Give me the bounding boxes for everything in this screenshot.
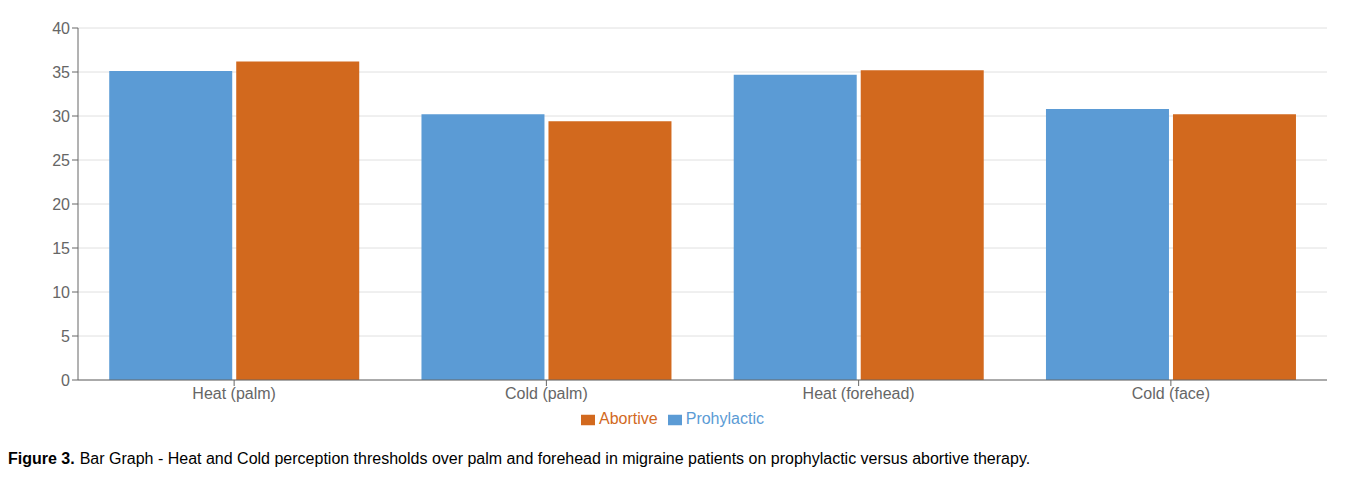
html-text:Abortive: Abortive [599, 410, 658, 427]
svg-text:40: 40 [52, 20, 70, 37]
svg-text:15: 15 [52, 240, 70, 257]
svg-text:Cold (palm): Cold (palm) [505, 385, 588, 402]
svg-text:25: 25 [52, 152, 70, 169]
svg-text:5: 5 [61, 328, 70, 345]
svg-text:0: 0 [61, 372, 70, 389]
svg-text:30: 30 [52, 108, 70, 125]
svg-text:Heat (forehead): Heat (forehead) [803, 385, 915, 402]
svg-text:Cold (face): Cold (face) [1132, 385, 1210, 402]
svg-text:20: 20 [52, 196, 70, 213]
svg-text:35: 35 [52, 64, 70, 81]
html-text:Prohylactic: Prohylactic [685, 410, 764, 427]
html-text:Figure 3. Bar Graph - Heat and: Figure 3. Bar Graph - Heat and Cold perc… [8, 450, 1031, 467]
svg-text:Heat (palm): Heat (palm) [192, 385, 276, 402]
svg-text:10: 10 [52, 284, 70, 301]
